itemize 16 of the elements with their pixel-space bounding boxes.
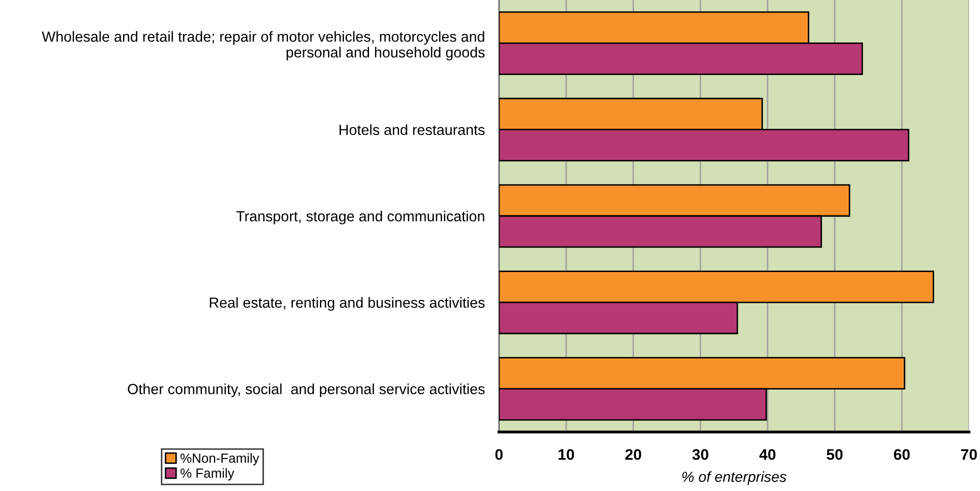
legend-label: %Non-Family [180, 453, 260, 466]
legend-label: % Family [180, 468, 234, 480]
x-tick-label: 70 [961, 449, 977, 460]
x-tick-label: 60 [894, 449, 910, 460]
x-tick-label: 50 [826, 449, 843, 460]
x-axis-title: % of enterprises [682, 471, 786, 485]
x-tick-label: 0 [495, 449, 503, 460]
x-tick-label: 30 [692, 449, 708, 460]
y-tick-label: Real estate, renting and business activities [210, 297, 485, 311]
x-tick-label: 20 [625, 449, 642, 460]
x-tick-label: 40 [759, 449, 776, 460]
y-tick-label: Wholesale and retail trade; repair of motor vehicles, motorcycles and personal and household goods [42, 31, 485, 60]
y-tick-label: Transport, storage and communication [236, 210, 484, 224]
y-tick-label: Hotels and restaurants [340, 124, 485, 136]
y-tick-label: Other community, social and personal service activities [128, 384, 485, 398]
x-tick-label: 10 [558, 449, 574, 460]
